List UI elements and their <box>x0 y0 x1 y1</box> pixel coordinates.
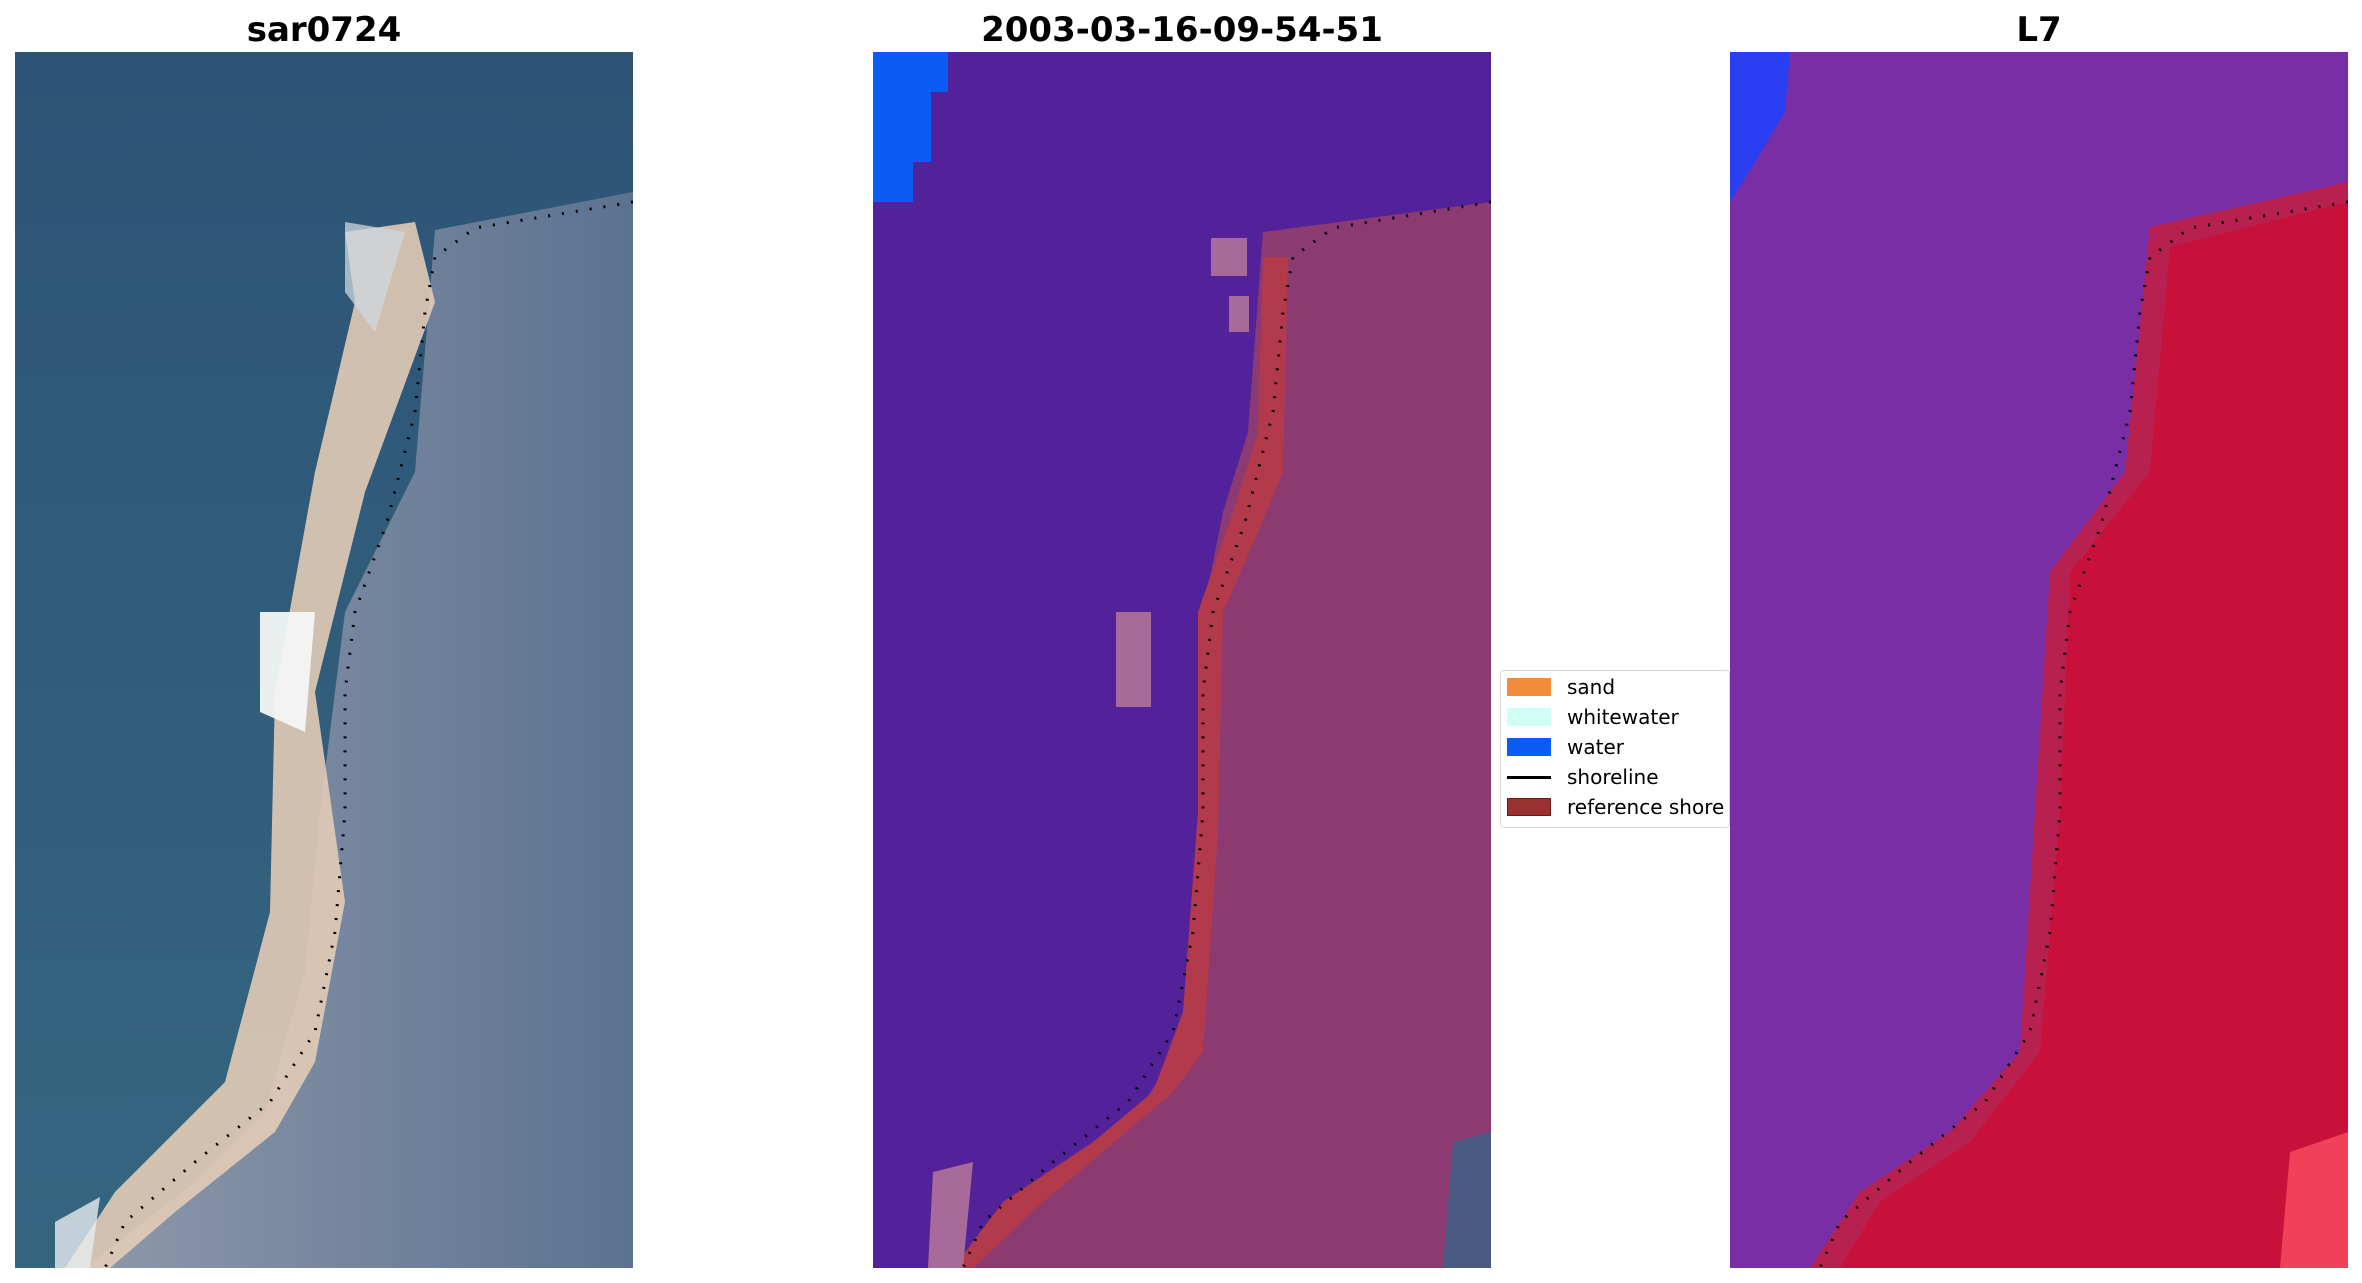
legend: sand whitewater water shoreline referenc… <box>1500 670 1730 828</box>
rgb-satellite-image <box>15 52 633 1268</box>
legend-item-shoreline: shoreline <box>1507 765 1659 789</box>
whitewater-swatch <box>1507 708 1551 726</box>
sand-swatch <box>1507 678 1551 696</box>
classified-image <box>873 52 1491 1268</box>
legend-item-reference-shore: reference shore <box>1507 795 1724 819</box>
panel-title-rgb: sar0724 <box>246 10 402 50</box>
shoreline-line-sample <box>1507 775 1551 779</box>
index-image <box>1730 52 2348 1268</box>
panel-title-classified: 2003-03-16-09-54-51 <box>981 10 1383 50</box>
legend-label: whitewater <box>1567 705 1679 729</box>
panel-title-index: L7 <box>2016 10 2062 50</box>
legend-item-sand: sand <box>1507 675 1615 699</box>
legend-label: water <box>1567 735 1624 759</box>
reference-shore-swatch <box>1507 798 1551 816</box>
legend-item-water: water <box>1507 735 1624 759</box>
legend-label: shoreline <box>1567 765 1659 789</box>
legend-item-whitewater: whitewater <box>1507 705 1679 729</box>
water-swatch <box>1507 738 1551 756</box>
legend-label: reference shore <box>1567 795 1725 819</box>
legend-label: sand <box>1567 675 1616 699</box>
